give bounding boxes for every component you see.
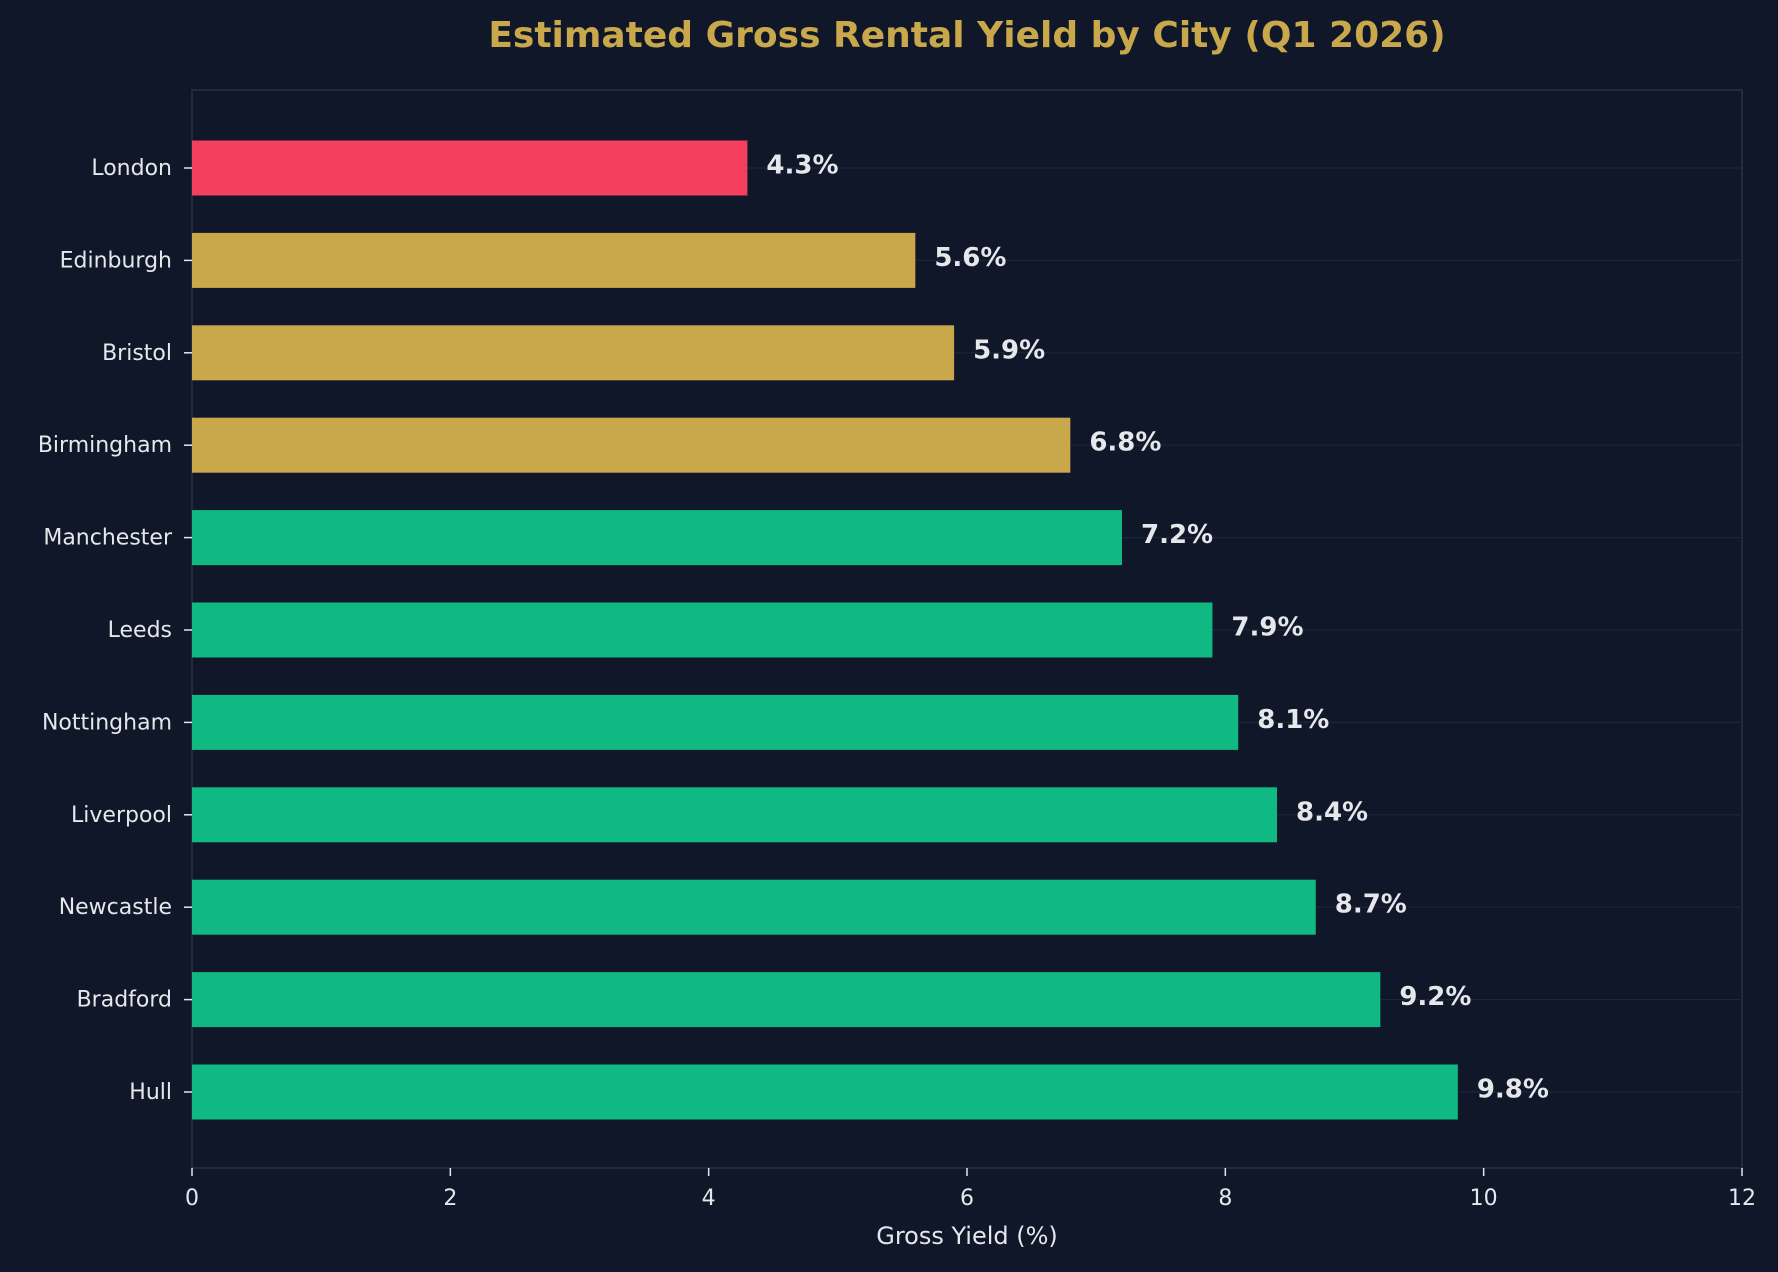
y-tick-label: Bradford xyxy=(77,988,172,1013)
bar xyxy=(192,602,1213,658)
value-label: 4.3% xyxy=(766,151,838,181)
y-tick-label: Hull xyxy=(129,1080,172,1105)
y-tick-label: Edinburgh xyxy=(60,248,172,273)
bar xyxy=(192,972,1381,1028)
y-tick-label: Newcastle xyxy=(59,895,172,920)
bar xyxy=(192,1064,1458,1120)
bar xyxy=(192,417,1071,473)
x-axis-label: Gross Yield (%) xyxy=(876,1222,1058,1250)
y-tick-label: Manchester xyxy=(43,526,173,551)
value-label: 9.2% xyxy=(1399,982,1471,1012)
value-label: 7.9% xyxy=(1231,613,1303,643)
bar xyxy=(192,510,1122,566)
value-label: 8.1% xyxy=(1257,705,1329,735)
bar xyxy=(192,325,955,381)
bar xyxy=(192,140,748,196)
x-tick-label: 6 xyxy=(960,1186,974,1211)
x-tick-label: 12 xyxy=(1728,1186,1756,1211)
x-tick-label: 8 xyxy=(1218,1186,1232,1211)
bar xyxy=(192,879,1316,935)
x-tick-label: 0 xyxy=(185,1186,199,1211)
value-label: 9.8% xyxy=(1477,1075,1549,1105)
value-label: 7.2% xyxy=(1141,520,1213,550)
bar xyxy=(192,232,916,288)
bar xyxy=(192,787,1277,843)
y-tick-label: Birmingham xyxy=(38,433,172,458)
value-label: 8.7% xyxy=(1335,890,1407,920)
y-tick-label: Liverpool xyxy=(71,803,172,828)
x-tick-label: 10 xyxy=(1470,1186,1498,1211)
value-label: 8.4% xyxy=(1296,797,1368,827)
x-tick-label: 2 xyxy=(443,1186,457,1211)
value-label: 5.6% xyxy=(934,243,1006,273)
y-tick-label: Bristol xyxy=(102,341,172,366)
chart-title: Estimated Gross Rental Yield by City (Q1… xyxy=(488,15,1445,56)
x-tick-label: 4 xyxy=(702,1186,716,1211)
value-label: 6.8% xyxy=(1089,428,1161,458)
y-tick-label: London xyxy=(91,156,172,181)
bar xyxy=(192,694,1239,750)
y-tick-label: Nottingham xyxy=(42,710,172,735)
value-label: 5.9% xyxy=(973,335,1045,365)
y-tick-label: Leeds xyxy=(108,618,172,643)
